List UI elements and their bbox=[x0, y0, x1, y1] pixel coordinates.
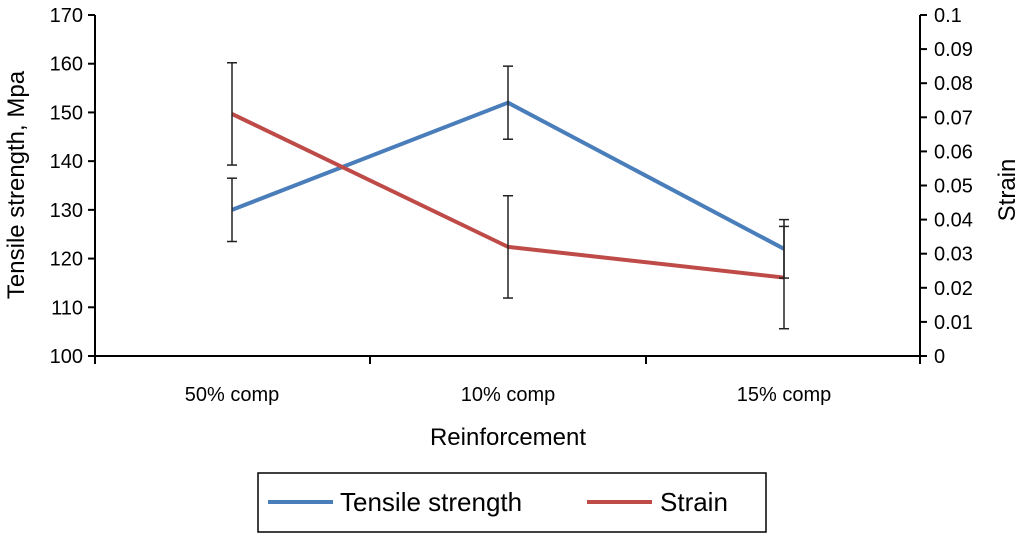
x-category-label: 15% comp bbox=[737, 384, 832, 406]
legend-label-strain: Strain bbox=[660, 487, 728, 517]
left-tick-label: 160 bbox=[50, 54, 83, 76]
legend-label-tensile-strength: Tensile strength bbox=[340, 487, 522, 517]
legend-box bbox=[257, 472, 767, 533]
right-tick-label: 0.1 bbox=[934, 5, 962, 27]
right-tick-label: 0.05 bbox=[934, 176, 973, 198]
left-tick-label: 120 bbox=[50, 249, 83, 271]
left-tick-label: 130 bbox=[50, 200, 83, 222]
x-ticks: 50% comp 10% comp 15% comp bbox=[94, 356, 921, 406]
right-tick-label: 0.08 bbox=[934, 73, 973, 95]
legend: Tensile strength Strain bbox=[257, 472, 767, 533]
right-tick-label: 0.03 bbox=[934, 244, 973, 266]
right-tick-label: 0.09 bbox=[934, 39, 973, 61]
right-y-axis-title: Strain bbox=[994, 159, 1021, 222]
left-tick-label: 150 bbox=[50, 102, 83, 124]
left-ticks: 100 110 120 130 140 150 160 170 bbox=[50, 5, 95, 368]
right-tick-label: 0.04 bbox=[934, 210, 973, 232]
x-axis-title: Reinforcement bbox=[430, 424, 586, 451]
left-tick-label: 100 bbox=[50, 346, 83, 368]
left-tick-label: 140 bbox=[50, 151, 83, 173]
left-tick-label: 170 bbox=[50, 5, 83, 27]
x-category-label: 50% comp bbox=[185, 384, 280, 406]
right-ticks: 0 0.01 0.02 0.03 0.04 0.05 0.06 0.07 0.08 0.09 0.1 bbox=[920, 5, 973, 368]
left-tick-label: 110 bbox=[51, 297, 83, 319]
error-bars bbox=[227, 61, 789, 330]
x-category-label: 10% comp bbox=[461, 384, 556, 406]
right-tick-label: 0.06 bbox=[934, 141, 973, 163]
left-y-axis-title: Tensile strength, Mpa bbox=[3, 70, 30, 299]
right-tick-label: 0.02 bbox=[934, 278, 973, 300]
right-tick-label: 0 bbox=[934, 346, 945, 368]
right-tick-label: 0.01 bbox=[934, 312, 973, 334]
right-tick-label: 0.07 bbox=[934, 107, 973, 129]
